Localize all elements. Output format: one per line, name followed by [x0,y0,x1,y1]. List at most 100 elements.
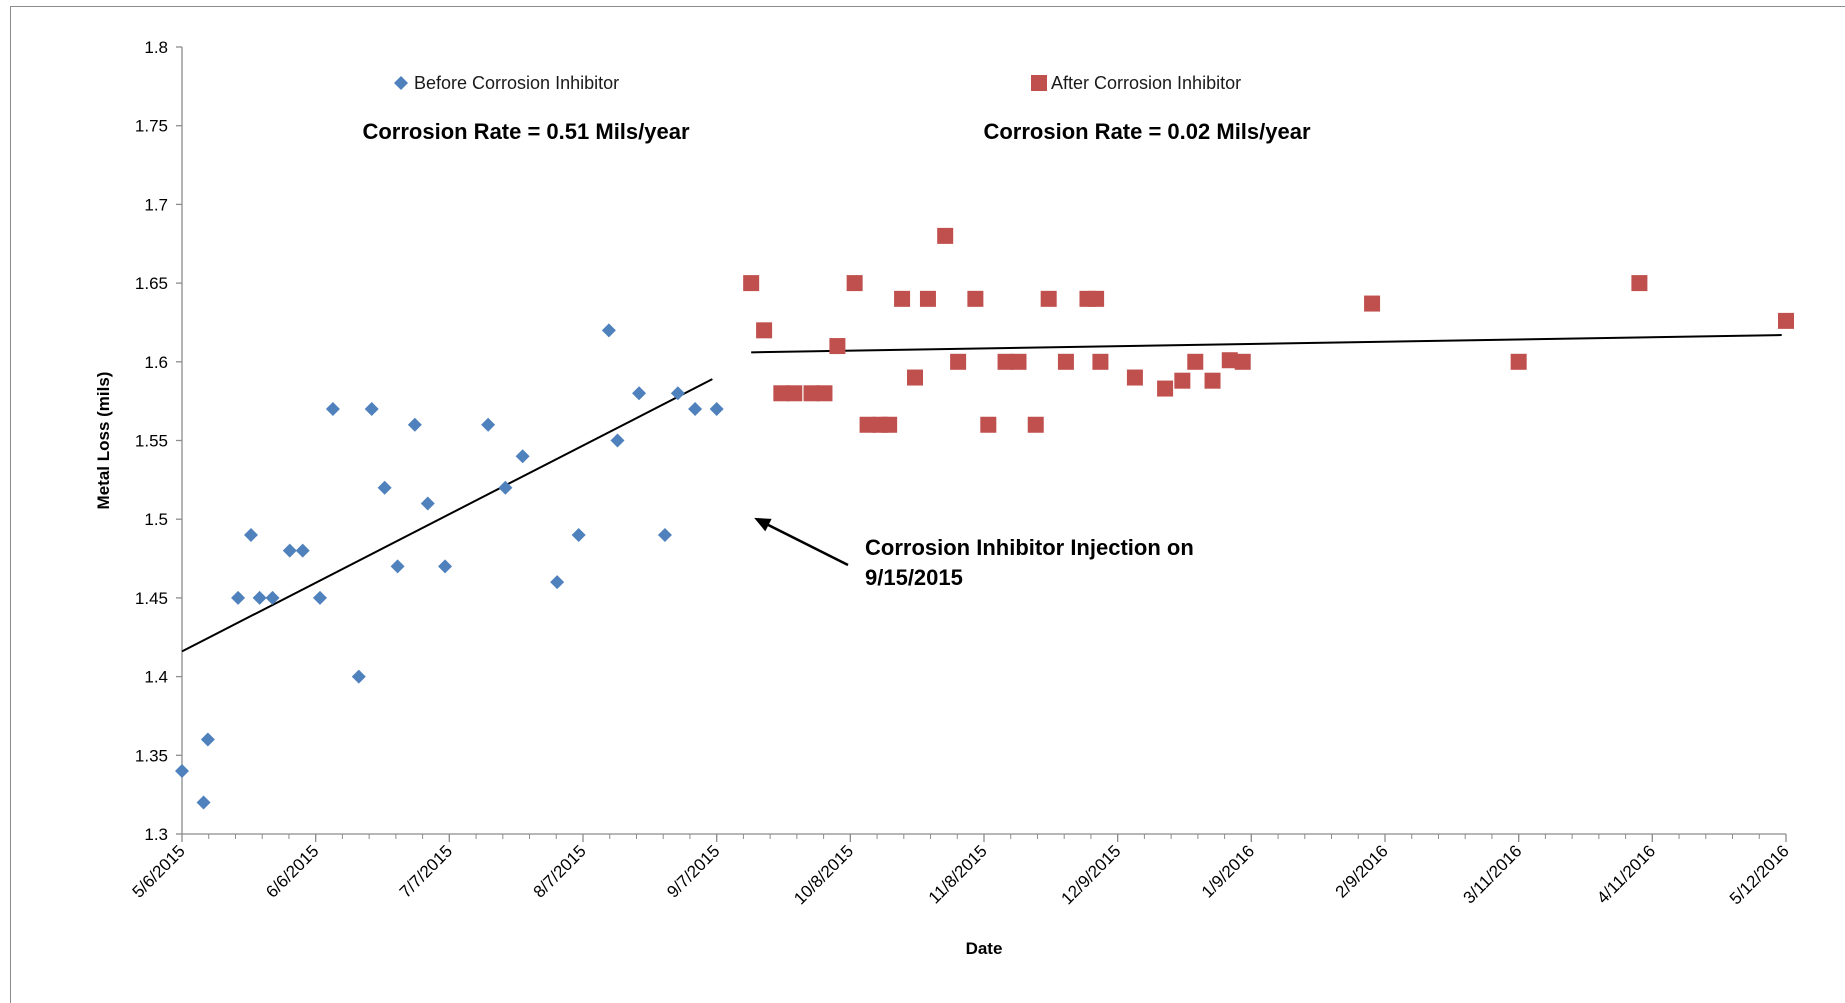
legend-marker-after [1031,75,1047,91]
point-before [571,527,586,542]
x-tick-label: 2/9/2016 [1332,841,1392,901]
annotation-injection-line-2: 9/15/2015 [865,565,963,590]
legend-item-before: Before Corrosion Inhibitor [394,73,619,93]
y-tick-label: 1.35 [135,746,168,765]
point-after [829,338,846,355]
point-before [610,433,625,448]
point-before [295,543,310,558]
y-tick-label: 1.55 [135,432,168,451]
x-tick-label: 11/8/2015 [925,841,991,907]
legend-label-after: After Corrosion Inhibitor [1051,73,1241,93]
legend: Before Corrosion Inhibitor After Corrosi… [394,73,1241,93]
point-after [1234,353,1251,370]
point-after [816,385,833,402]
annotation-injection-line-1: Corrosion Inhibitor Injection on [865,535,1194,560]
point-after [1088,290,1105,307]
point-after [1174,372,1191,389]
annotation-rate-after: Corrosion Rate = 0.02 Mils/year [983,119,1311,144]
point-after [881,416,898,433]
point-after [1126,369,1143,386]
x-tick-label: 4/11/2016 [1593,841,1659,907]
y-tick-label: 1.65 [135,274,168,293]
point-before [438,559,453,574]
point-after [1092,353,1109,370]
x-axis-title: Date [966,939,1003,958]
trendline [181,378,713,653]
point-after [894,290,911,307]
point-after [907,369,924,386]
point-before [601,323,616,338]
point-before [265,590,280,605]
point-after [1221,352,1238,369]
data-points [175,227,1794,810]
point-before [498,480,513,495]
point-before [709,402,724,417]
point-before [390,559,405,574]
point-after [1204,372,1221,389]
point-before [657,527,672,542]
x-tick-label: 7/7/2015 [396,841,456,901]
legend-marker-before [394,76,408,90]
point-before [196,795,211,810]
point-before [407,417,422,432]
trendlines [181,334,1782,653]
y-axis-title: Metal Loss (mils) [94,372,113,510]
x-tick-label: 5/6/2015 [129,841,189,901]
point-after [786,385,803,402]
legend-item-after: After Corrosion Inhibitor [1031,73,1241,93]
y-tick-label: 1.3 [144,825,168,844]
point-before [252,590,267,605]
x-tick-label: 10/8/2015 [790,841,857,908]
x-tick-label: 8/7/2015 [530,841,590,901]
point-before [420,496,435,511]
point-before [231,590,246,605]
point-after [1364,295,1381,312]
point-after [997,353,1014,370]
point-after [1057,353,1074,370]
point-after [773,385,790,402]
x-tick-label: 9/7/2015 [663,841,723,901]
arrow-shaft [761,520,849,567]
x-axis-ticks: 5/6/2015 6/6/2015 7/7/2015 8/7/2015 9/7/2015… [129,834,1793,908]
trendline [751,334,1782,354]
x-tick-label: 1/9/2016 [1198,841,1258,901]
point-before [364,402,379,417]
point-after [756,322,773,339]
annotation-rate-before: Corrosion Rate = 0.51 Mils/year [362,119,690,144]
point-after [1040,290,1057,307]
point-after [803,385,820,402]
legend-label-before: Before Corrosion Inhibitor [414,73,619,93]
point-after [1027,416,1044,433]
point-after [919,290,936,307]
point-after [1157,380,1174,397]
point-before [515,449,530,464]
point-before [481,417,496,432]
point-after [846,275,863,292]
x-tick-label: 12/9/2015 [1058,841,1125,908]
point-after [950,353,967,370]
y-axis-ticks: 1.3 1.35 1.4 1.45 1.5 1.55 1.6 1.65 1.7 1.75 1.8 [135,38,182,844]
point-after [743,275,760,292]
point-after [859,416,876,433]
chart-frame [10,6,1845,1003]
y-tick-label: 1.8 [144,38,168,57]
point-before [351,669,366,684]
point-before [200,732,215,747]
point-before [325,402,340,417]
y-tick-label: 1.5 [144,510,168,529]
point-after [1631,275,1648,292]
point-before [632,386,647,401]
y-tick-label: 1.45 [135,589,168,608]
y-tick-label: 1.7 [144,195,168,214]
point-after [1187,353,1204,370]
point-before [175,764,189,779]
point-before [550,575,565,590]
point-before [670,386,685,401]
point-after [1010,353,1027,370]
point-before [243,527,258,542]
x-tick-label: 5/12/2016 [1726,841,1793,908]
axes [181,47,1786,835]
point-after [1778,312,1794,329]
point-after [1510,353,1527,370]
